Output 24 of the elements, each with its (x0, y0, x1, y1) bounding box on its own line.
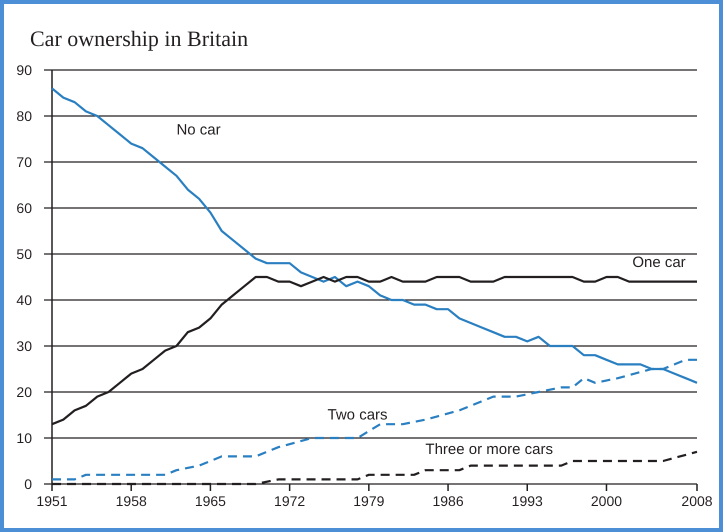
chart-title: Car ownership in Britain (30, 26, 248, 51)
y-tick-label: 80 (16, 108, 32, 124)
series-label: One car (632, 254, 686, 271)
x-tick-label: 1986 (432, 493, 464, 509)
y-tick-label: 40 (16, 292, 32, 308)
x-tick-label: 1965 (194, 493, 226, 509)
y-tick-label: 0 (24, 476, 32, 492)
y-tick-label: 60 (16, 200, 32, 216)
y-tick-label: 10 (16, 430, 32, 446)
y-tick-label: 20 (16, 384, 32, 400)
y-tick-label: 50 (16, 246, 32, 262)
y-tick-label: 70 (16, 154, 32, 170)
x-tick-label: 1972 (274, 493, 306, 509)
y-tick-label: 30 (16, 338, 32, 354)
series-label: Two cars (328, 406, 388, 424)
y-tick-label: 90 (16, 62, 32, 78)
x-tick-label: 1951 (36, 493, 68, 509)
series-label: Three or more cars (425, 441, 553, 458)
x-tick-label: 1979 (353, 493, 385, 509)
series-label: No car (176, 121, 221, 138)
x-tick-label: 1993 (512, 493, 544, 509)
x-tick-label: 2008 (681, 493, 713, 509)
x-tick-label: 1958 (116, 493, 147, 509)
x-tick-label: 2000 (590, 493, 622, 509)
